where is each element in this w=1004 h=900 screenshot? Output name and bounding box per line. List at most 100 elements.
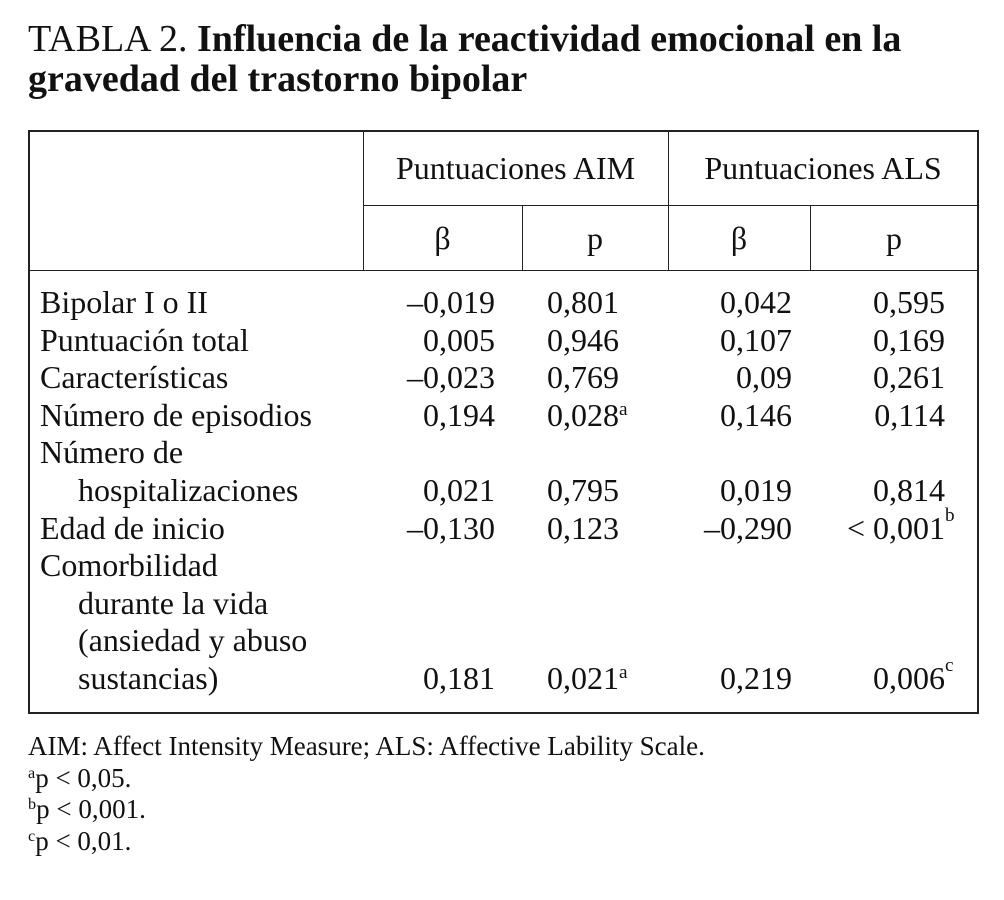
row-label: Puntuación total xyxy=(40,321,249,358)
cell-value: 0,123 xyxy=(547,509,619,546)
row-label: Edad de inicio xyxy=(40,509,225,546)
footnote: AIM: Affect Intensity Measure; ALS: Affe… xyxy=(28,733,705,760)
cell-value: 0,114 xyxy=(874,396,945,433)
cell-value: 0,795 xyxy=(547,472,619,508)
cell-note: a xyxy=(619,662,628,684)
cell-value: 0,09 xyxy=(736,359,792,396)
cell: 0,219 xyxy=(720,662,792,694)
footnote-mark: c xyxy=(28,826,36,845)
cell-value: 0,181 xyxy=(423,660,495,696)
cell: 0,09 xyxy=(736,361,792,393)
cell-value: 0,169 xyxy=(873,321,945,358)
cell: 0,261 xyxy=(873,361,945,393)
cell: 0,107 xyxy=(720,324,792,356)
footnote-text: p < 0,001. xyxy=(36,794,146,824)
cell: 0,795 xyxy=(547,474,619,506)
cell-note: b xyxy=(945,504,955,526)
cell-value: 0,946 xyxy=(547,321,619,358)
cell: 0,114 xyxy=(874,399,945,431)
border xyxy=(28,130,978,132)
border xyxy=(28,712,978,714)
cell-value: 0,219 xyxy=(720,660,792,696)
cell-value: –0,023 xyxy=(407,359,495,396)
cell-value: 0,042 xyxy=(720,284,792,320)
cell-value: 0,146 xyxy=(720,396,792,433)
divider xyxy=(668,130,669,270)
column-header: β xyxy=(434,220,451,256)
cell: 0,005 xyxy=(423,324,495,356)
footnote-text: AIM: Affect Intensity Measure; ALS: Affe… xyxy=(28,731,705,761)
cell-value: 0,261 xyxy=(873,359,945,396)
row-label: Número de episodios xyxy=(40,396,312,433)
cell: 0,169 xyxy=(873,324,945,356)
cell-value: 0,005 xyxy=(423,321,495,358)
cell: 0,801 xyxy=(547,286,619,318)
cell: 0,194 xyxy=(423,399,495,431)
footnote: ap < 0,05. xyxy=(28,762,132,793)
column-header: p xyxy=(886,220,902,256)
group-header: Puntuaciones ALS xyxy=(704,150,942,186)
footnote: cp < 0,01. xyxy=(28,825,132,856)
cell: 0,021 xyxy=(423,474,495,506)
row-label: hospitalizaciones xyxy=(78,472,299,508)
cell: 0,146 xyxy=(720,399,792,431)
cell-value: 0,006 xyxy=(873,660,945,696)
cell-note: a xyxy=(619,399,628,421)
cell-value: 0,801 xyxy=(547,284,619,320)
cell: 0,006 c xyxy=(873,656,954,696)
row-label: Bipolar I o II xyxy=(40,284,208,320)
cell: 0,021a xyxy=(547,662,628,694)
cell: –0,290 xyxy=(704,512,792,544)
row-label: durante la vida xyxy=(78,584,269,621)
cell-value: 0,021 xyxy=(423,472,495,508)
cell: –0,019 xyxy=(407,286,495,318)
column-header: β xyxy=(730,220,748,256)
cell: –0,130 xyxy=(407,512,495,544)
row-label: sustancias) xyxy=(78,660,219,696)
border xyxy=(977,130,979,714)
cell: 0,814 xyxy=(873,474,945,506)
group-header: Puntuaciones AIM xyxy=(395,150,636,186)
divider xyxy=(363,205,978,206)
cell: 0,123 xyxy=(547,512,619,544)
divider xyxy=(363,130,364,270)
footnote: bp < 0,001. xyxy=(28,796,146,823)
cell: 0,946 xyxy=(547,324,619,356)
cell-value: < 0,001 xyxy=(846,509,945,546)
cell-value: –0,019 xyxy=(407,284,495,320)
cell: 0,042 xyxy=(720,286,792,318)
cell-value: 0,028 xyxy=(547,396,619,433)
row-label: Comorbilidad xyxy=(40,547,218,584)
divider xyxy=(28,270,978,271)
cell-value: 0,769 xyxy=(547,359,619,396)
table-title: Influencia de la reactividad emocional e… xyxy=(28,18,902,100)
cell-value: 0,595 xyxy=(873,284,945,320)
cell-value: 0,021 xyxy=(547,660,619,696)
divider xyxy=(810,205,811,270)
cell: < 0,001 b xyxy=(846,506,955,546)
cell: –0,023 xyxy=(407,361,495,393)
border xyxy=(28,130,30,714)
cell: 0,028a xyxy=(547,399,628,431)
cell-value: –0,290 xyxy=(704,509,792,546)
divider xyxy=(522,205,523,270)
cell-value: 0,814 xyxy=(873,472,945,508)
cell: 0,769 xyxy=(547,361,619,393)
table-label: TABLA 2. xyxy=(28,18,188,60)
cell-value: 0,194 xyxy=(423,396,495,433)
row-label: (ansiedad y abuso xyxy=(78,622,308,659)
cell-value: 0,107 xyxy=(720,321,792,358)
cell-note: c xyxy=(945,655,954,677)
footnote-mark: b xyxy=(28,795,37,814)
cell-value: –0,130 xyxy=(407,509,495,546)
row-label: Características xyxy=(40,359,229,396)
footnote-text: p < 0,01. xyxy=(35,825,132,856)
title-line: TABLA 2. Influencia de la reactividad em… xyxy=(28,18,928,100)
cell-value: 0,019 xyxy=(720,472,792,508)
footnote-mark: a xyxy=(28,763,36,782)
column-header: p xyxy=(587,220,603,256)
cell: 0,181 xyxy=(423,662,495,694)
footnote-text: p < 0,05. xyxy=(35,762,132,793)
cell: 0,595 xyxy=(873,286,945,318)
